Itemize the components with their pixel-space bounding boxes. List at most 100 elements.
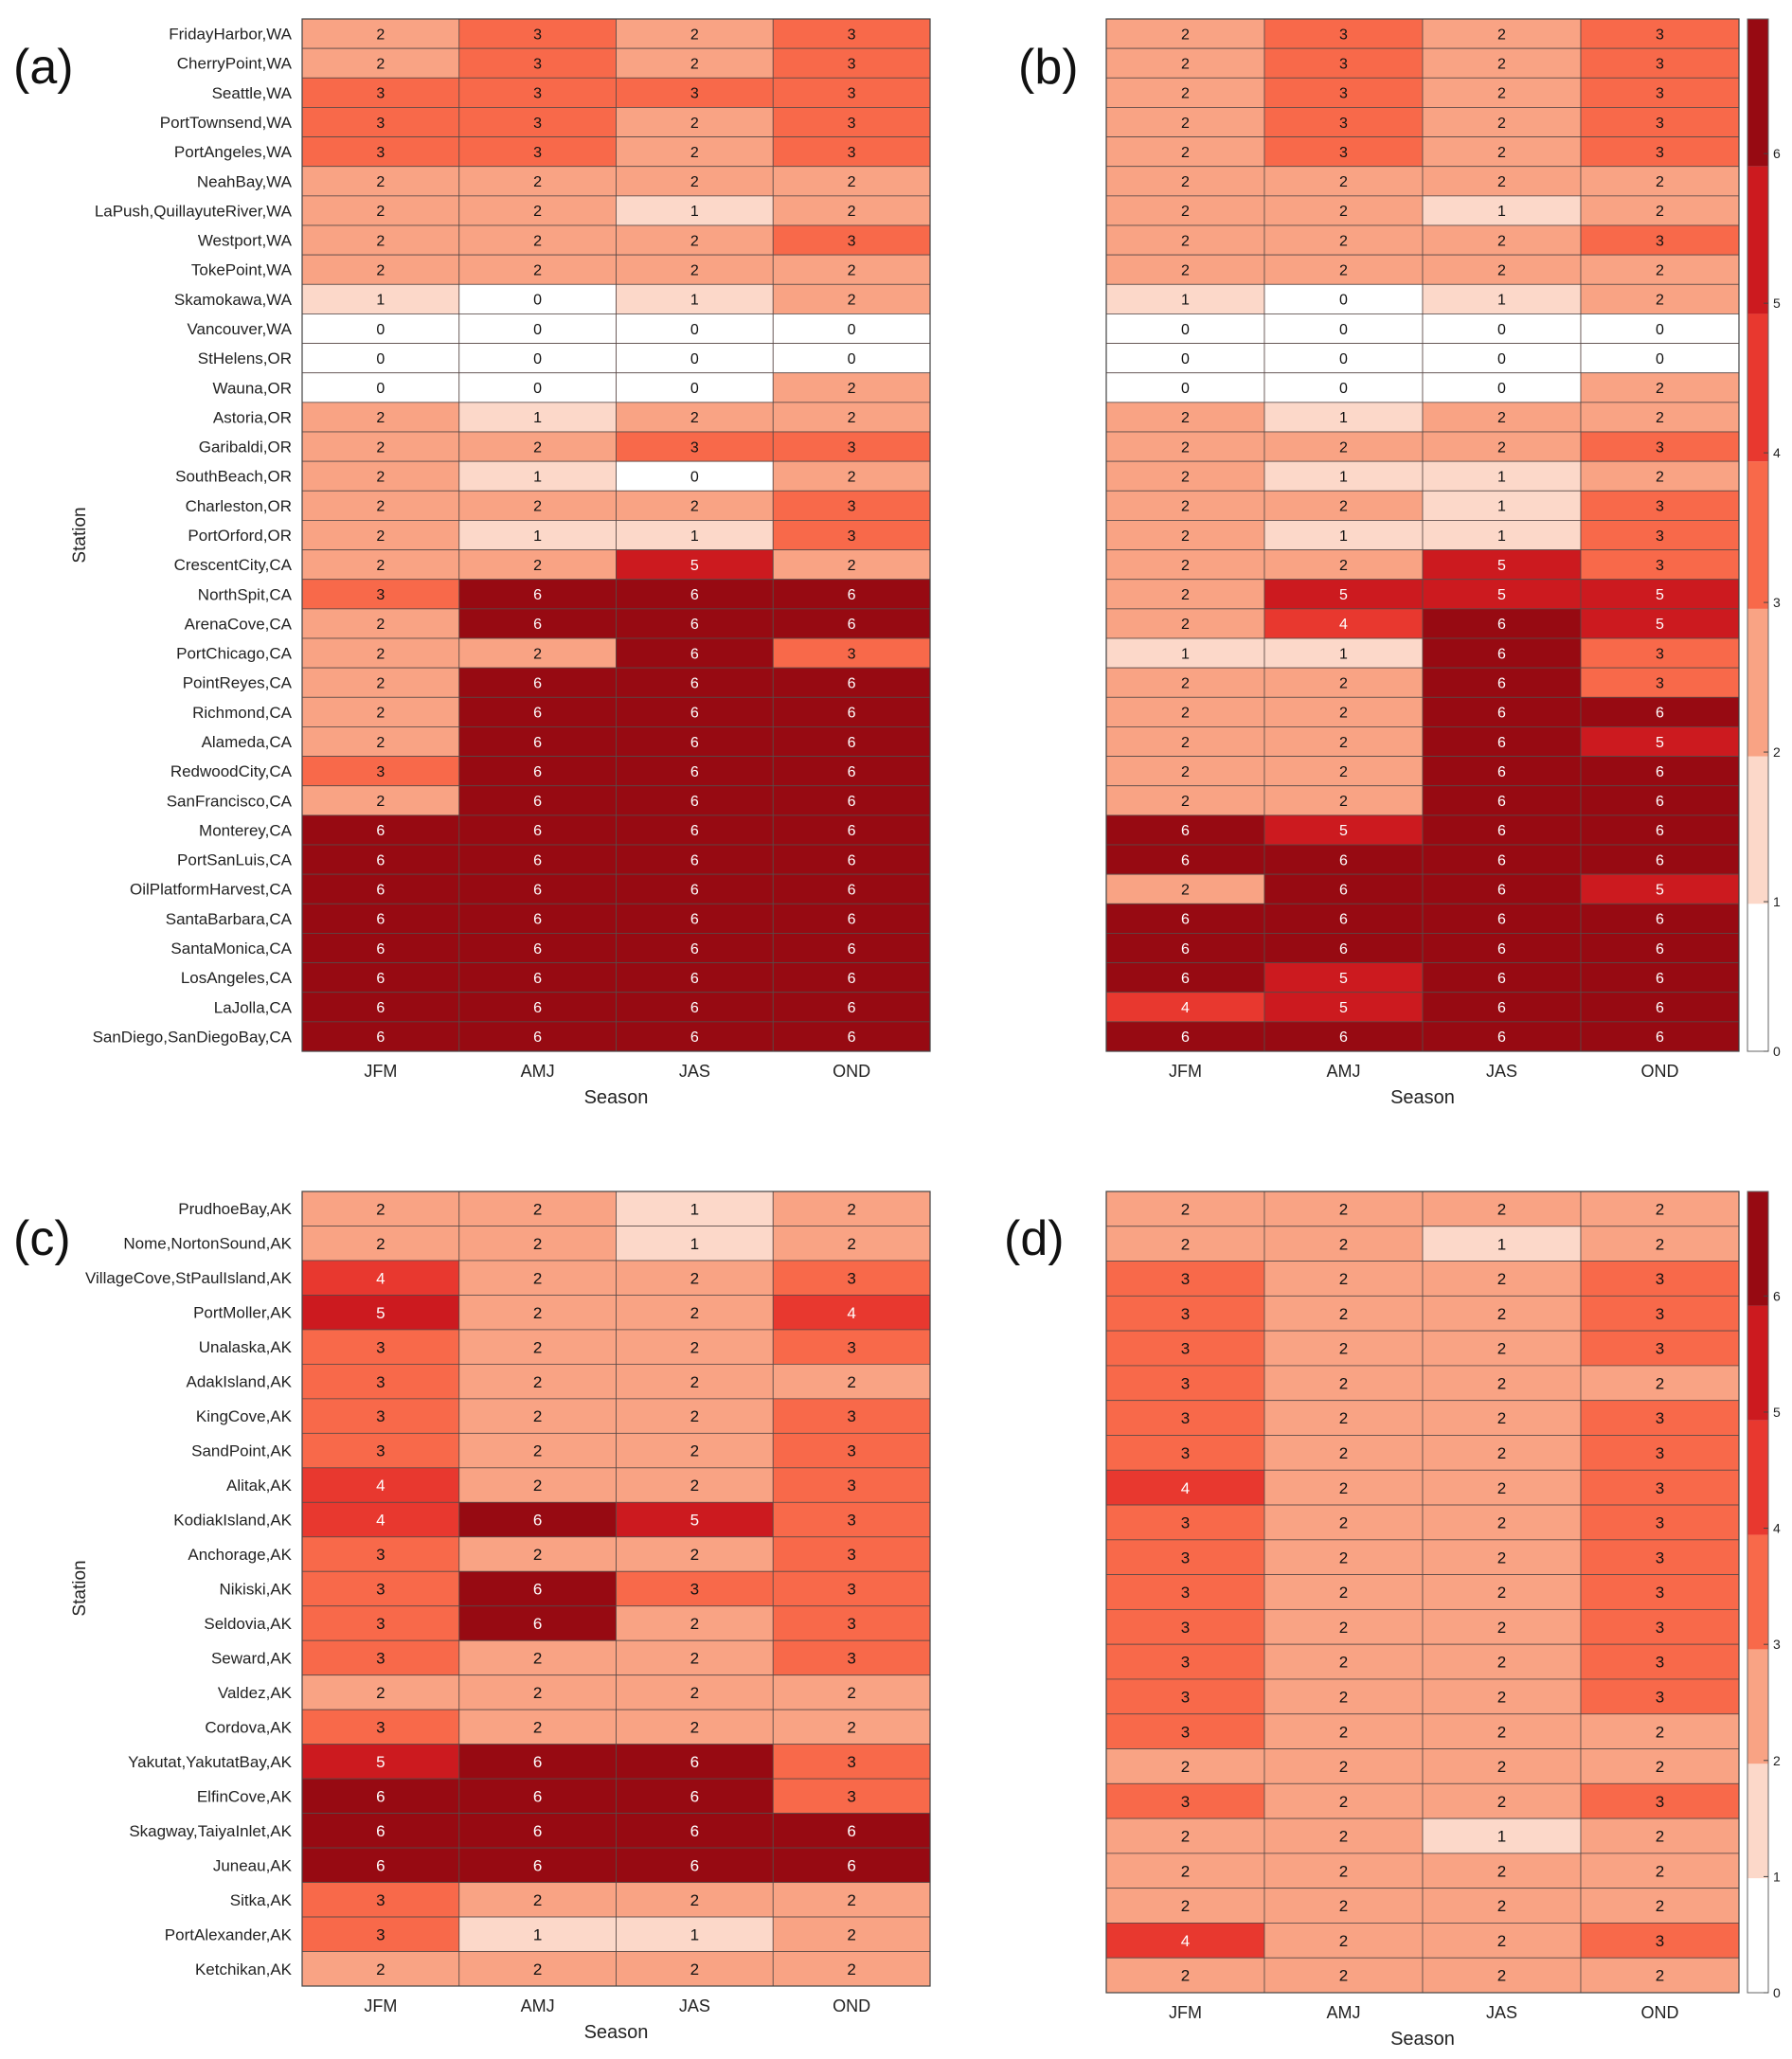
heatmap-cell xyxy=(1422,1782,1582,1819)
heatmap-cell xyxy=(301,1744,460,1780)
station-tick-label: AdakIsland,AK xyxy=(186,1373,292,1391)
cell-value-label: 2 xyxy=(1181,1828,1190,1846)
cell-value-label: 3 xyxy=(690,1581,699,1599)
cell-value-label: 0 xyxy=(1339,322,1348,338)
cell-value-label: 6 xyxy=(533,1787,542,1805)
x-axis-label: Season xyxy=(1390,1087,1455,1108)
cell-value-label: 3 xyxy=(376,1581,385,1599)
heatmap-cell xyxy=(1263,313,1424,344)
heatmap-cell xyxy=(1580,1191,1740,1227)
cell-value-label: 6 xyxy=(533,1512,542,1530)
heatmap-cell xyxy=(616,1605,774,1641)
heatmap-cell xyxy=(301,1916,460,1952)
cell-value-label: 2 xyxy=(533,1304,542,1322)
cell-value-label: 2 xyxy=(1497,410,1506,426)
cell-value-label: 0 xyxy=(533,381,542,397)
cell-value-label: 1 xyxy=(1497,1828,1506,1846)
station-tick-label: Valdez,AK xyxy=(218,1684,293,1702)
cell-value-label: 2 xyxy=(1497,1619,1506,1637)
cell-value-label: 6 xyxy=(690,882,699,898)
cell-value-label: 2 xyxy=(1339,1932,1348,1950)
cell-value-label: 2 xyxy=(376,499,385,515)
station-tick-label: Westport,WA xyxy=(198,232,293,250)
heatmap-cell xyxy=(772,372,931,403)
heatmap-cell xyxy=(301,1260,460,1296)
heatmap-cell xyxy=(1422,490,1582,521)
cell-value-label: 0 xyxy=(848,351,856,367)
cell-value-label: 2 xyxy=(1181,145,1190,161)
cell-value-label: 2 xyxy=(376,646,385,662)
cell-value-label: 2 xyxy=(376,410,385,426)
cell-value-label: 6 xyxy=(533,1615,542,1633)
cell-value-label: 1 xyxy=(533,1925,542,1943)
heatmap-cell xyxy=(458,1295,617,1331)
heatmap-cell xyxy=(1422,136,1582,168)
heatmap-cell xyxy=(1422,1021,1582,1052)
cell-value-label: 2 xyxy=(1339,1688,1348,1706)
cell-value-label: 2 xyxy=(848,293,856,309)
cell-value-label: 2 xyxy=(1497,116,1506,132)
heatmap-cell xyxy=(1263,47,1424,79)
cell-value-label: 3 xyxy=(533,56,542,72)
cell-value-label: 6 xyxy=(1656,971,1664,987)
heatmap-cell xyxy=(616,1639,774,1676)
cell-value-label: 1 xyxy=(1497,293,1506,309)
cell-value-label: 6 xyxy=(1497,941,1506,958)
cell-value-label: 6 xyxy=(848,823,856,839)
cell-value-label: 3 xyxy=(1656,1654,1664,1672)
cell-value-label: 2 xyxy=(690,1684,699,1702)
heatmap-cell xyxy=(772,520,931,550)
season-tick-label: JAS xyxy=(679,1996,710,2015)
colorbar-band xyxy=(1747,313,1768,462)
cell-value-label: 2 xyxy=(1497,1305,1506,1323)
heatmap-cell xyxy=(1105,667,1265,698)
cell-value-label: 2 xyxy=(1181,675,1190,691)
cell-value-label: 5 xyxy=(376,1304,385,1322)
cell-value-label: 4 xyxy=(847,1304,855,1322)
cell-value-label: 2 xyxy=(690,27,699,43)
heatmap-cell xyxy=(772,785,931,816)
heatmap-cell xyxy=(301,1605,460,1641)
cell-value-label: 1 xyxy=(533,469,542,485)
heatmap-cell xyxy=(1422,549,1582,581)
heatmap-cell xyxy=(1105,1923,1265,1959)
heatmap-cell xyxy=(1105,579,1265,610)
cell-value-label: 2 xyxy=(1497,1862,1506,1880)
heatmap-cell xyxy=(772,402,931,433)
cell-value-label: 2 xyxy=(376,56,385,72)
colorbar-band xyxy=(1747,19,1768,167)
cell-value-label: 2 xyxy=(1339,1654,1348,1672)
cell-value-label: 6 xyxy=(533,1000,542,1016)
heatmap-cell xyxy=(458,1260,617,1296)
cell-value-label: 2 xyxy=(1339,1758,1348,1776)
cell-value-label: 2 xyxy=(1497,1688,1506,1706)
station-tick-label: Charleston,OR xyxy=(186,497,292,515)
cell-value-label: 2 xyxy=(1656,410,1664,426)
cell-value-label: 0 xyxy=(1339,381,1348,397)
cell-value-label: 2 xyxy=(1339,1201,1348,1219)
cell-value-label: 6 xyxy=(533,1856,542,1874)
cell-value-label: 6 xyxy=(1497,852,1506,868)
cell-value-label: 2 xyxy=(847,1891,855,1909)
cell-value-label: 3 xyxy=(847,1581,855,1599)
heatmap-cell xyxy=(1263,77,1424,108)
heatmap-cell xyxy=(1422,1435,1582,1471)
heatmap-cell xyxy=(772,1260,931,1296)
heatmap-cell xyxy=(458,608,617,639)
colorbar-frame xyxy=(1747,18,1769,1052)
heatmap-cell xyxy=(458,1916,617,1952)
colorbar-band xyxy=(1747,1534,1768,1650)
heatmap-cell xyxy=(1263,1817,1424,1854)
cell-value-label: 6 xyxy=(1656,794,1664,810)
cell-value-label: 1 xyxy=(1497,1235,1506,1253)
cell-value-label: 3 xyxy=(376,1650,385,1668)
heatmap-cell xyxy=(301,18,460,49)
cell-value-label: 2 xyxy=(1339,794,1348,810)
heatmap-cell xyxy=(458,637,617,669)
heatmap-cell xyxy=(458,372,617,403)
station-tick-label: Astoria,OR xyxy=(213,408,292,426)
cell-value-label: 2 xyxy=(1656,1967,1664,1985)
cell-value-label: 2 xyxy=(1339,1409,1348,1427)
cell-value-label: 1 xyxy=(1339,410,1348,426)
heatmap-cell xyxy=(772,1847,931,1883)
